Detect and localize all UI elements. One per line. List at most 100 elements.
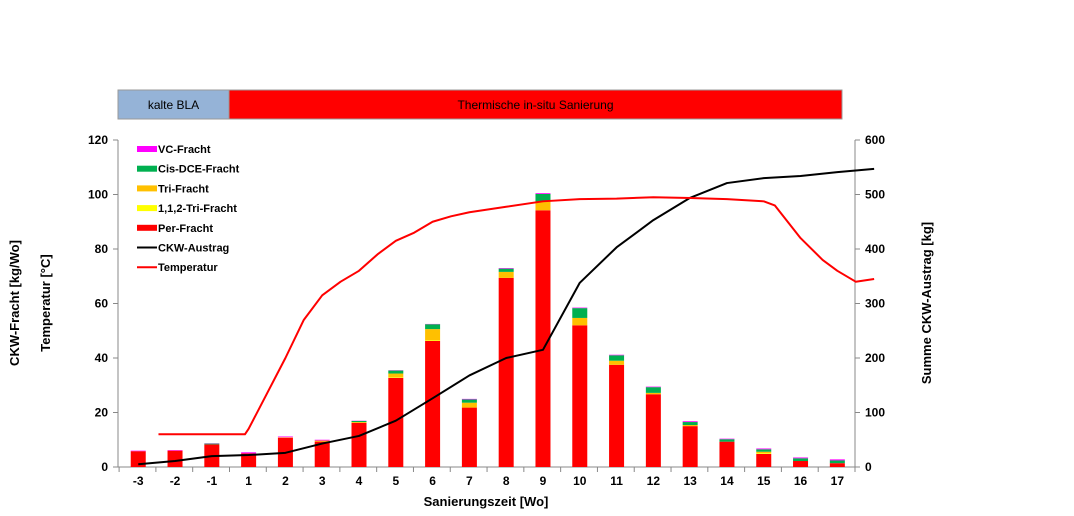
legend-swatch	[137, 205, 157, 212]
legend-swatch	[137, 165, 157, 172]
lines	[138, 167, 875, 466]
bar-segment	[572, 317, 588, 326]
legend-label: 1,1,2-Tri-Fracht	[158, 203, 237, 215]
bar-segment	[756, 451, 772, 454]
x-tick-label: 3	[319, 474, 326, 488]
x-tick-label: 1	[245, 474, 252, 488]
y-tick-label-left: 0	[101, 460, 108, 474]
bar-segment	[388, 373, 404, 378]
bar-segment	[351, 422, 367, 467]
bar-segment	[461, 399, 477, 403]
legend-label: VC-Fracht	[158, 144, 211, 156]
bar-segment	[425, 329, 441, 341]
bar-segment	[241, 452, 257, 454]
y-tick-label-right: 500	[865, 188, 885, 202]
axes: 0 20 40 60 80 100 120 0 100 200 300 400 500 600 -3 -2 -1…	[88, 133, 885, 488]
bar-segment	[167, 450, 183, 467]
x-tick-label: 10	[573, 474, 587, 488]
bar-segment	[719, 441, 735, 467]
y-tick-label-left: 40	[95, 351, 109, 365]
bar-segment	[130, 450, 146, 452]
x-tick-label: 11	[610, 474, 623, 488]
x-tick-label: -1	[206, 474, 217, 488]
bar-segment	[572, 325, 588, 467]
bar-segment	[756, 448, 772, 450]
bar-segment	[498, 271, 514, 278]
x-tick-label: 2	[282, 474, 289, 488]
x-tick-label: 4	[356, 474, 363, 488]
legend-swatch	[137, 224, 157, 231]
y-tick-label-right: 100	[865, 406, 885, 420]
x-tick-label: 6	[429, 474, 436, 488]
y-tick-label-right: 300	[865, 297, 885, 311]
phase-segment	[228, 89, 843, 120]
bar-segment	[314, 441, 330, 467]
bar-segment	[756, 453, 772, 454]
x-tick-label: 8	[503, 474, 510, 488]
y-axis-label-left-1: CKW-Fracht [kg/Wo]	[7, 240, 22, 366]
bar-segment	[425, 324, 441, 330]
bar-segment	[535, 210, 551, 467]
legend-label: CKW-Austrag	[158, 243, 229, 255]
bar-segment	[204, 443, 220, 445]
bar-segment	[241, 453, 257, 467]
legend-swatch	[137, 146, 157, 152]
bar-segment	[645, 386, 661, 388]
bar-segment	[829, 460, 845, 464]
y-axis-label-left-2: Temperatur [°C]	[38, 254, 53, 351]
bar-segment	[756, 453, 772, 467]
bar-segment	[829, 459, 845, 461]
x-tick-label: 16	[794, 474, 808, 488]
bar-segment	[719, 439, 735, 442]
y-tick-label-left: 120	[88, 133, 108, 147]
x-tick-label: 17	[831, 474, 845, 488]
legend-swatch	[137, 185, 157, 192]
bar-segment	[682, 425, 698, 427]
bar-segment	[756, 449, 772, 452]
phase-label: kalte BLA	[148, 98, 199, 112]
bar-segment	[388, 377, 404, 378]
x-tick-label: 5	[392, 474, 399, 488]
bars	[130, 193, 845, 467]
bar-segment	[645, 394, 661, 467]
line-ckw-austrag	[138, 167, 875, 466]
bar-segment	[498, 277, 514, 467]
x-tick-label: 13	[683, 474, 697, 488]
bar-segment	[682, 421, 698, 423]
x-tick-label: -2	[170, 474, 181, 488]
y-tick-label-right: 200	[865, 351, 885, 365]
y-tick-label-right: 600	[865, 133, 885, 147]
phase-label: Thermische in-situ Sanierung	[457, 98, 613, 112]
legend-label: Per-Fracht	[158, 223, 213, 235]
y-tick-label-left: 100	[88, 188, 108, 202]
line-temperatur	[158, 196, 875, 436]
bar-segment	[645, 387, 661, 393]
bar-segment	[682, 426, 698, 467]
bar-segment	[609, 355, 625, 361]
bar-segment	[609, 354, 625, 356]
bar-segment	[719, 438, 735, 440]
bar-segment	[572, 307, 588, 309]
bar-segment	[167, 450, 183, 451]
bar-segment	[314, 440, 330, 442]
bar-segment	[425, 340, 441, 341]
y-tick-label-right: 0	[865, 460, 872, 474]
bar-segment	[277, 436, 293, 438]
bar-segment	[461, 398, 477, 400]
x-tick-label: 12	[647, 474, 661, 488]
bar-segment	[793, 461, 809, 467]
y-tick-label-left: 20	[95, 406, 109, 420]
bar-segment	[609, 360, 625, 365]
bar-segment	[609, 364, 625, 467]
x-tick-label: 14	[720, 474, 734, 488]
bar-segment	[461, 402, 477, 408]
bar-segment	[793, 458, 809, 462]
y-tick-label-right: 400	[865, 242, 885, 256]
bar-segment	[535, 201, 551, 211]
legend-label: Tri-Fracht	[158, 183, 209, 195]
bar-segment	[535, 193, 551, 202]
bar-segment	[793, 457, 809, 459]
x-tick-label: 9	[540, 474, 547, 488]
bar-segment	[645, 392, 661, 395]
